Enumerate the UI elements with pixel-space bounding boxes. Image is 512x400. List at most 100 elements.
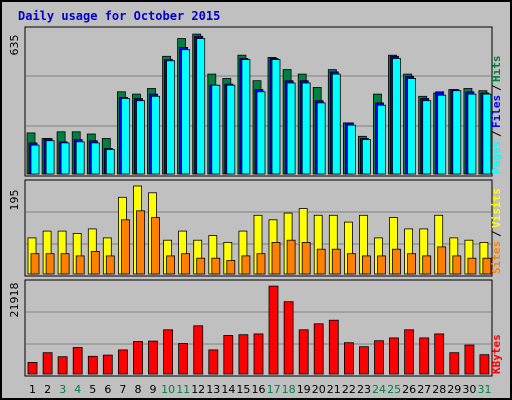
bar-sites-day-13 (211, 257, 221, 275)
y-max-label: 195 (8, 190, 21, 211)
bar-kbytes-day-6 (102, 354, 113, 375)
bar-pages-day-28 (437, 94, 447, 175)
x-tick-day-27: 27 (417, 383, 431, 396)
bar-pages-day-16 (256, 91, 266, 175)
bar-kbytes-day-18 (283, 301, 294, 375)
bar-kbytes-day-19 (298, 329, 309, 375)
bar-sites-day-7 (121, 219, 130, 275)
bar-sites-day-30 (467, 257, 477, 275)
bar-kbytes-day-11 (178, 343, 189, 375)
bar-kbytes-day-14 (223, 335, 234, 375)
legend-sites: Sites (490, 241, 503, 274)
bar-sites-day-14 (226, 260, 236, 275)
x-tick-day-22: 22 (342, 383, 356, 396)
bar-sites-day-29 (452, 255, 462, 275)
bar-pages-day-31 (482, 93, 492, 175)
bar-kbytes-day-8 (133, 341, 143, 375)
x-tick-day-18: 18 (282, 383, 296, 396)
bar-pages-day-29 (452, 90, 462, 175)
bar-pages-day-12 (196, 38, 206, 175)
x-tick-day-19: 19 (297, 383, 311, 396)
bar-pages-day-20 (316, 102, 326, 175)
bar-kbytes-day-2 (42, 352, 53, 375)
x-tick-day-21: 21 (327, 383, 341, 396)
bar-sites-day-6 (105, 255, 115, 275)
bar-pages-day-8 (136, 100, 145, 175)
bar-kbytes-day-23 (358, 346, 369, 375)
bar-kbytes-day-13 (208, 349, 219, 375)
bar-sites-day-27 (422, 255, 432, 275)
bar-sites-day-9 (151, 217, 160, 275)
bar-kbytes-day-29 (449, 352, 460, 375)
bar-kbytes-day-1 (27, 361, 38, 375)
x-tick-day-15: 15 (236, 383, 250, 396)
bar-sites-day-16 (256, 253, 266, 275)
bar-sites-day-21 (331, 248, 341, 275)
bar-kbytes-day-26 (404, 329, 415, 375)
bar-sites-day-10 (166, 255, 176, 275)
bar-kbytes-day-24 (374, 340, 384, 375)
x-tick-day-9: 9 (150, 383, 157, 396)
x-tick-day-26: 26 (402, 383, 416, 396)
bar-sites-day-18 (286, 239, 296, 275)
bar-sites-day-28 (437, 246, 447, 275)
bar-kbytes-day-3 (57, 356, 68, 375)
bar-pages-day-3 (60, 142, 70, 175)
x-tick-day-12: 12 (191, 383, 205, 396)
x-tick-day-25: 25 (387, 383, 401, 396)
x-tick-day-1: 1 (29, 383, 36, 396)
x-tick-day-11: 11 (176, 383, 190, 396)
bar-sites-day-19 (301, 241, 311, 275)
bar-pages-day-17 (271, 59, 281, 175)
x-tick-day-24: 24 (372, 383, 386, 396)
bar-kbytes-day-30 (464, 344, 475, 375)
bar-kbytes-day-15 (238, 334, 249, 375)
bar-pages-day-30 (467, 93, 477, 175)
y-max-label: 21918 (8, 283, 21, 318)
bar-kbytes-day-25 (389, 337, 399, 375)
bar-sites-day-12 (196, 257, 206, 275)
bar-pages-day-6 (105, 149, 115, 175)
bar-sites-day-3 (60, 253, 70, 275)
bar-kbytes-day-5 (87, 355, 98, 375)
bar-pages-day-7 (121, 98, 130, 175)
bar-pages-day-5 (90, 142, 100, 175)
bar-sites-day-23 (361, 255, 371, 275)
bar-kbytes-day-27 (419, 337, 430, 375)
bar-sites-day-24 (377, 255, 386, 275)
bar-sites-day-17 (271, 241, 281, 275)
legend-separator: / (490, 84, 503, 91)
bar-kbytes-day-16 (253, 333, 264, 375)
bar-pages-day-14 (226, 84, 236, 175)
bar-pages-day-23 (361, 139, 371, 175)
bar-sites-day-26 (407, 253, 417, 275)
legend-kbytes: KBytes (490, 334, 503, 374)
legend-separator: / (490, 230, 503, 237)
legend-files: Files (490, 95, 503, 128)
bar-sites-day-1 (30, 253, 40, 275)
bar-pages-day-1 (30, 144, 40, 175)
bar-kbytes-day-21 (328, 319, 339, 375)
bar-kbytes-day-22 (343, 342, 354, 375)
bar-sites-day-8 (136, 210, 145, 275)
bar-sites-day-5 (90, 250, 100, 275)
x-tick-day-14: 14 (221, 383, 235, 396)
x-tick-day-4: 4 (74, 383, 81, 396)
bar-sites-day-31 (482, 257, 492, 275)
bar-sites-day-4 (75, 255, 85, 275)
bar-pages-day-4 (75, 141, 85, 175)
bar-pages-day-26 (407, 78, 417, 175)
x-tick-day-2: 2 (44, 383, 51, 396)
bar-sites-day-15 (241, 255, 251, 275)
bar-pages-day-2 (45, 140, 55, 175)
legend-separator: / (490, 130, 503, 137)
bar-kbytes-day-17 (268, 285, 279, 375)
bar-pages-day-27 (422, 100, 432, 175)
y-max-label: 635 (8, 35, 21, 56)
x-tick-day-20: 20 (312, 383, 326, 396)
bar-kbytes-day-9 (148, 340, 158, 375)
x-tick-day-10: 10 (161, 383, 175, 396)
x-tick-day-30: 30 (462, 383, 476, 396)
x-tick-day-31: 31 (478, 383, 492, 396)
